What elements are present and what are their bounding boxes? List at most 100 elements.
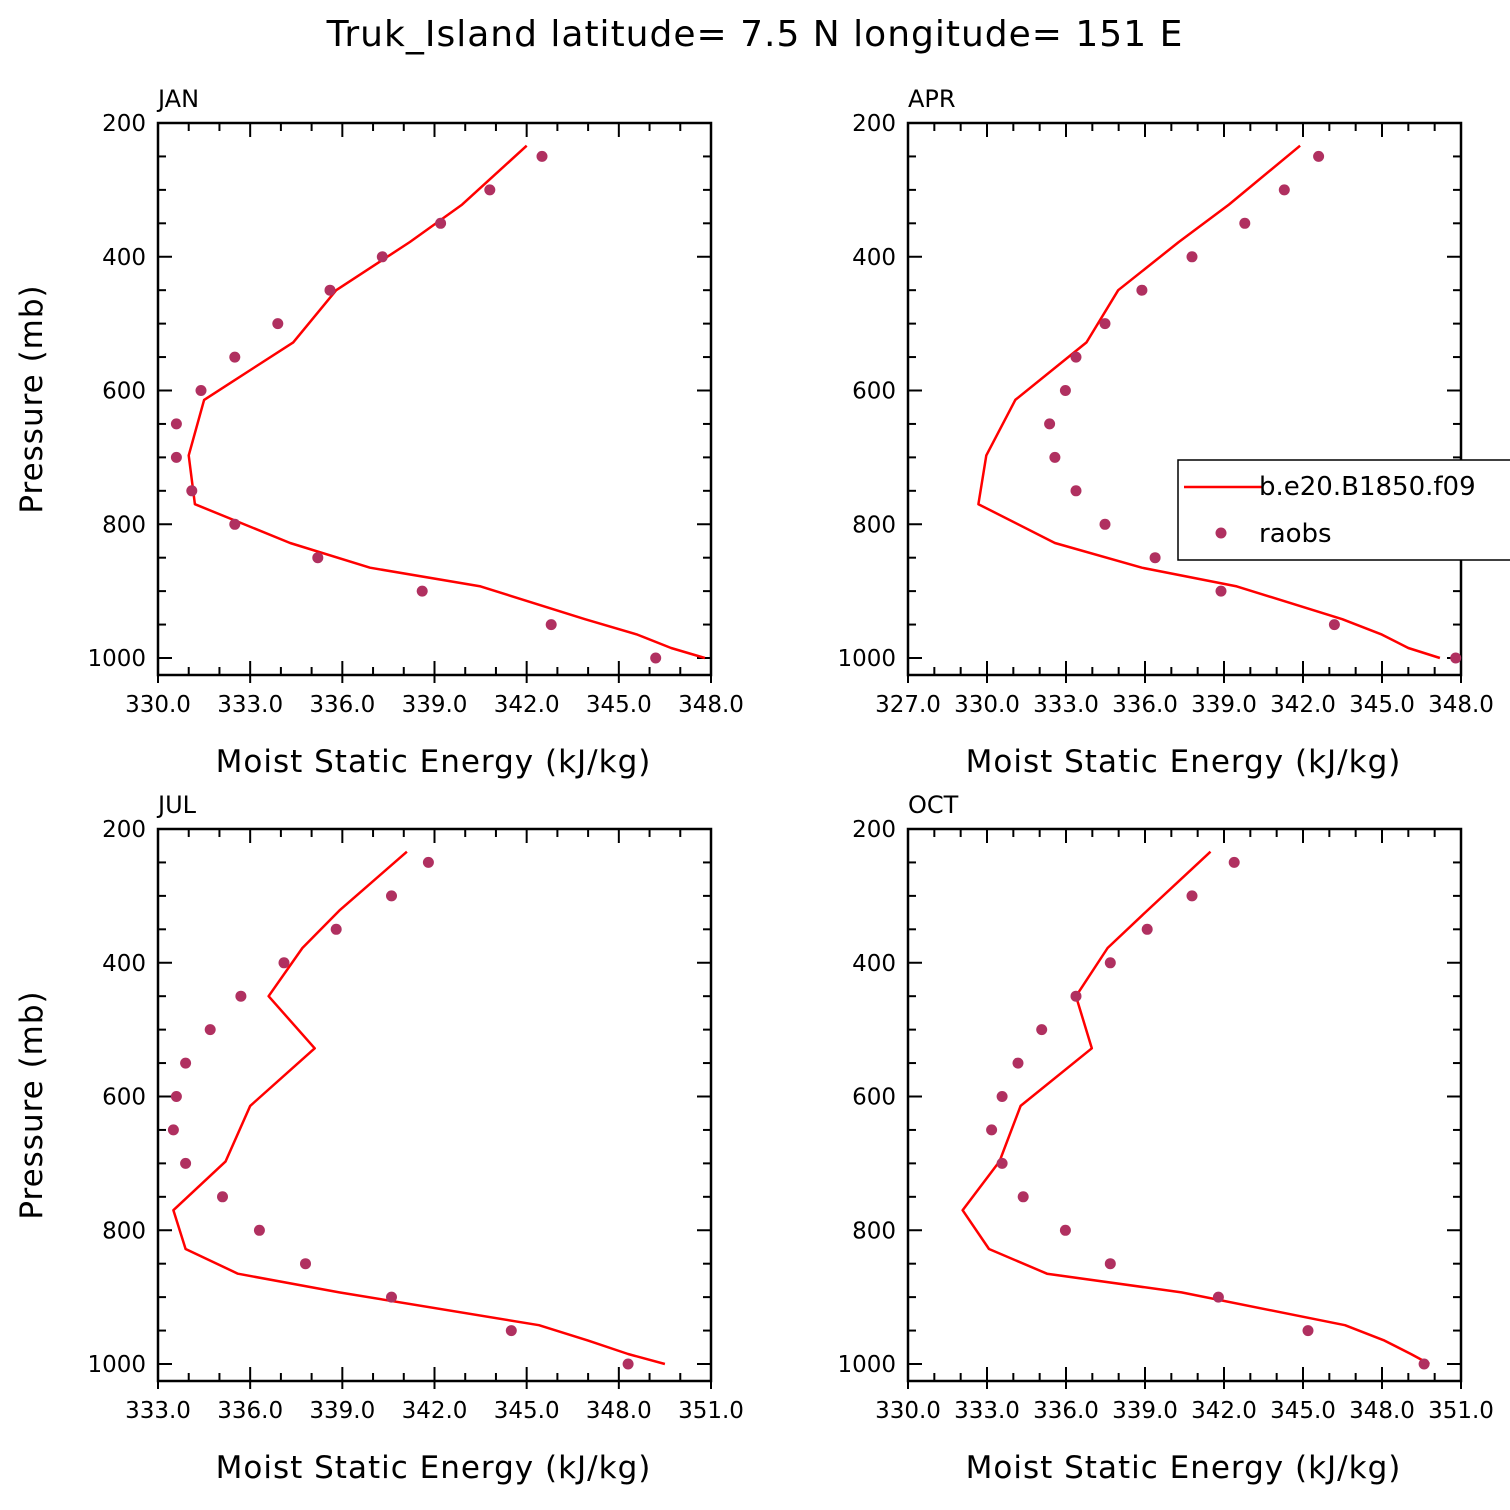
panel-jan: JAN 200 400 600 800 1000 330.0 333.0 336.0 339.0 3… bbox=[14, 85, 744, 780]
y-tick-label: 600 bbox=[852, 379, 896, 405]
raobs-point bbox=[1149, 552, 1161, 564]
raobs-point bbox=[1036, 1024, 1048, 1036]
legend-box bbox=[1177, 459, 1510, 561]
raobs-point bbox=[170, 1091, 182, 1102]
raobs-point bbox=[167, 1124, 179, 1136]
raobs-point bbox=[1313, 150, 1325, 162]
raobs-points bbox=[1044, 150, 1462, 664]
y-axis-label: Pressure (mb) bbox=[14, 990, 50, 1219]
raobs-point bbox=[170, 451, 182, 463]
x-tick-label: 333.0 bbox=[954, 1398, 1020, 1424]
x-tick-label: 327.0 bbox=[875, 692, 941, 718]
raobs-point bbox=[330, 923, 342, 935]
x-tick-label: 342.0 bbox=[494, 692, 560, 718]
raobs-point bbox=[229, 518, 241, 530]
chart-title: Truk_Island latitude= 7.5 N longitude= 1… bbox=[326, 14, 1184, 55]
plot-frame bbox=[906, 827, 1463, 1383]
y-ticks bbox=[158, 828, 711, 1365]
panel-jul: JUL 200 400 600 800 1000 333.0 336.0 339.0 342.0 3… bbox=[14, 791, 744, 1486]
raobs-points bbox=[986, 856, 1430, 1370]
y-tick-label: 200 bbox=[852, 111, 896, 137]
raobs-point bbox=[300, 1258, 311, 1270]
y-ticks bbox=[158, 122, 711, 659]
raobs-point bbox=[1104, 957, 1116, 969]
raobs-point bbox=[180, 1157, 192, 1169]
y-tick-label: 600 bbox=[102, 379, 146, 405]
y-tick-label: 200 bbox=[852, 817, 896, 843]
x-tick-label: 339.0 bbox=[402, 692, 468, 718]
y-tick-label: 200 bbox=[102, 111, 146, 137]
x-tick-label: 339.0 bbox=[1112, 1398, 1178, 1424]
raobs-point bbox=[1070, 485, 1082, 497]
raobs-points bbox=[170, 150, 662, 664]
raobs-point bbox=[484, 184, 496, 196]
raobs-point bbox=[278, 957, 290, 969]
raobs-point bbox=[1099, 318, 1111, 330]
x-tick-label: 345.0 bbox=[494, 1398, 560, 1424]
raobs-point bbox=[545, 619, 557, 631]
raobs-point bbox=[1099, 518, 1111, 530]
model-line bbox=[187, 144, 706, 660]
x-ticks bbox=[157, 123, 712, 683]
x-tick-label: 342.0 bbox=[1191, 1398, 1257, 1424]
raobs-point bbox=[536, 150, 548, 162]
raobs-point bbox=[1012, 1057, 1024, 1069]
raobs-point bbox=[1136, 284, 1148, 296]
raobs-point bbox=[1186, 251, 1198, 263]
raobs-point bbox=[386, 1291, 397, 1303]
model-line bbox=[961, 850, 1430, 1366]
plot-frame bbox=[156, 121, 713, 677]
raobs-point bbox=[1215, 585, 1227, 597]
raobs-point bbox=[217, 1191, 228, 1203]
x-axis-label: Moist Static Energy (kJ/kg) bbox=[216, 1450, 652, 1486]
raobs-point bbox=[1044, 418, 1056, 430]
raobs-point bbox=[1070, 990, 1082, 1002]
legend-label-raobs: raobs bbox=[1259, 519, 1332, 549]
y-ticks bbox=[908, 828, 1461, 1365]
x-tick-label: 348.0 bbox=[678, 692, 744, 718]
raobs-point bbox=[1070, 351, 1082, 363]
y-tick-label: 1000 bbox=[87, 1352, 146, 1378]
panel-label: JAN bbox=[156, 85, 199, 113]
raobs-point bbox=[1450, 652, 1462, 664]
x-tick-label: 345.0 bbox=[1349, 692, 1415, 718]
x-tick-label: 330.0 bbox=[875, 1398, 941, 1424]
raobs-point bbox=[1141, 923, 1153, 935]
raobs-point bbox=[1239, 217, 1251, 229]
x-ticks bbox=[157, 829, 712, 1389]
x-tick-label: 348.0 bbox=[586, 1398, 652, 1424]
plot-frame bbox=[906, 121, 1463, 677]
y-tick-label: 400 bbox=[102, 951, 146, 977]
panels: JAN 200 400 600 800 1000 330.0 333.0 336.0 339.0 3… bbox=[14, 85, 1494, 1486]
y-tick-label: 1000 bbox=[87, 646, 146, 672]
raobs-point bbox=[235, 990, 247, 1002]
raobs-point bbox=[1186, 890, 1198, 902]
x-tick-label: 342.0 bbox=[402, 1398, 468, 1424]
raobs-point bbox=[1017, 1191, 1029, 1203]
raobs-point bbox=[422, 856, 434, 868]
raobs-point bbox=[1049, 451, 1061, 463]
x-tick-label: 333.0 bbox=[217, 692, 283, 718]
y-tick-label: 200 bbox=[102, 817, 146, 843]
x-tick-label: 345.0 bbox=[1270, 1398, 1336, 1424]
panel-label: OCT bbox=[908, 791, 959, 819]
x-ticks bbox=[907, 829, 1462, 1389]
y-tick-label: 600 bbox=[852, 1085, 896, 1111]
raobs-point bbox=[170, 418, 182, 430]
x-tick-label: 330.0 bbox=[954, 692, 1020, 718]
y-tick-label: 800 bbox=[852, 1218, 896, 1244]
x-tick-label: 330.0 bbox=[125, 692, 191, 718]
model-line bbox=[172, 850, 666, 1366]
raobs-point bbox=[650, 652, 662, 664]
y-tick-label: 600 bbox=[102, 1085, 146, 1111]
legend-label-model: b.e20.B1850.f09 bbox=[1259, 472, 1476, 502]
y-tick-label: 800 bbox=[102, 512, 146, 538]
x-axis-label: Moist Static Energy (kJ/kg) bbox=[216, 744, 652, 780]
y-tick-label: 1000 bbox=[837, 646, 896, 672]
x-tick-label: 345.0 bbox=[586, 692, 652, 718]
raobs-point bbox=[1228, 856, 1240, 868]
legend-dot-swatch bbox=[1215, 527, 1227, 539]
y-tick-label: 400 bbox=[852, 951, 896, 977]
raobs-point bbox=[1278, 184, 1290, 196]
x-tick-label: 333.0 bbox=[125, 1398, 191, 1424]
